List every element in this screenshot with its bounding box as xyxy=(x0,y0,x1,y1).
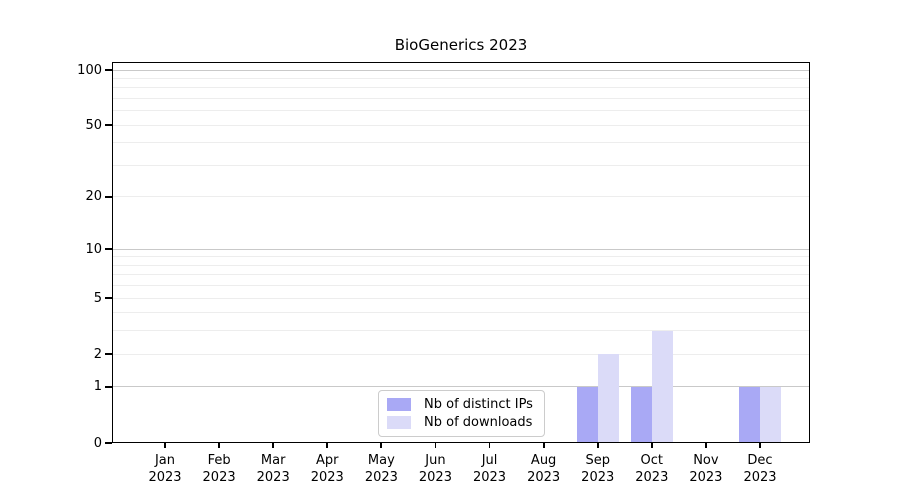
minor-gridline xyxy=(112,264,810,266)
bar-downloads xyxy=(651,330,673,443)
x-tick-label: May 2023 xyxy=(354,452,408,486)
x-tick-mark xyxy=(650,443,653,448)
x-tick-label: Jul 2023 xyxy=(463,452,517,486)
chart-title: BioGenerics 2023 xyxy=(394,36,528,54)
x-tick-mark xyxy=(596,443,599,448)
bar-downloads xyxy=(759,386,781,443)
x-tick-month: Jun xyxy=(425,453,446,468)
minor-gridline xyxy=(112,312,810,314)
x-tick-month: May xyxy=(367,453,395,468)
y-tick-mark xyxy=(105,442,112,444)
bar-distinct-ips xyxy=(576,386,598,443)
x-tick-label: Nov 2023 xyxy=(679,452,733,486)
y-tick-label: 100 xyxy=(77,62,102,78)
legend-swatch-downloads xyxy=(387,416,411,429)
y-tick-label: 10 xyxy=(85,241,102,257)
x-tick-mark xyxy=(218,443,220,448)
x-tick-month: Sep xyxy=(585,453,610,468)
y-tick-mark xyxy=(105,297,112,300)
minor-gridline xyxy=(112,142,810,144)
x-tick-year: 2023 xyxy=(148,470,182,485)
legend-item-distinct-ips: Nb of distinct IPs xyxy=(387,398,544,411)
x-tick-label: Dec 2023 xyxy=(733,452,787,486)
x-tick-mark xyxy=(542,443,545,448)
y-tick-mark xyxy=(105,248,112,251)
y-tick-label: 0 xyxy=(93,435,102,451)
x-tick-year: 2023 xyxy=(527,470,561,485)
x-tick-month: Jan xyxy=(154,453,176,468)
x-tick-month: Apr xyxy=(316,453,339,468)
x-tick-mark xyxy=(326,443,329,448)
y-tick-label: 50 xyxy=(85,117,102,133)
minor-gridline xyxy=(112,297,810,299)
minor-gridline xyxy=(112,285,810,287)
legend: Nb of distinct IPs Nb of downloads xyxy=(378,390,545,437)
x-tick-year: 2023 xyxy=(364,470,398,485)
major-gridline xyxy=(112,69,810,71)
legend-label-distinct-ips: Nb of distinct IPs xyxy=(424,397,533,412)
x-tick-year: 2023 xyxy=(202,470,236,485)
x-tick-mark xyxy=(705,443,707,448)
y-tick-label: 2 xyxy=(93,346,102,362)
x-tick-month: Dec xyxy=(747,453,773,468)
minor-gridline xyxy=(112,97,810,99)
x-tick-label: Oct 2023 xyxy=(625,452,679,486)
x-tick-label: Feb 2023 xyxy=(192,452,246,486)
x-tick-mark xyxy=(488,443,491,448)
legend-swatch-distinct-ips xyxy=(387,398,411,411)
minor-gridline xyxy=(112,353,810,355)
major-gridline xyxy=(112,248,810,250)
bar-distinct-ips xyxy=(630,386,652,443)
minor-gridline xyxy=(112,77,810,79)
minor-gridline xyxy=(112,87,810,89)
x-tick-month: Mar xyxy=(260,453,286,468)
x-tick-mark xyxy=(759,443,761,448)
y-tick-label: 5 xyxy=(93,290,102,306)
minor-gridline xyxy=(112,256,810,258)
x-tick-label: Jun 2023 xyxy=(408,452,462,486)
x-tick-year: 2023 xyxy=(472,470,507,485)
x-tick-year: 2023 xyxy=(310,470,344,485)
x-tick-mark xyxy=(164,443,166,448)
minor-gridline xyxy=(112,164,810,166)
x-tick-label: Aug 2023 xyxy=(517,452,571,486)
minor-gridline xyxy=(112,110,810,112)
x-tick-month: Feb xyxy=(207,453,231,468)
y-tick-label: 1 xyxy=(93,379,102,395)
x-tick-month: Nov xyxy=(693,453,719,468)
bar-downloads xyxy=(597,354,619,443)
x-tick-year: 2023 xyxy=(689,470,723,485)
x-tick-label: Apr 2023 xyxy=(300,452,354,486)
minor-gridline xyxy=(112,330,810,332)
y-tick-label: 20 xyxy=(85,189,102,205)
x-tick-label: Jan 2023 xyxy=(138,452,192,486)
minor-gridline xyxy=(112,124,810,126)
x-tick-year: 2023 xyxy=(635,470,669,485)
y-tick-mark xyxy=(105,124,112,127)
x-tick-label: Sep 2023 xyxy=(571,452,625,486)
x-tick-year: 2023 xyxy=(581,470,615,485)
y-tick-mark xyxy=(105,353,112,356)
bar-distinct-ips xyxy=(738,386,760,443)
minor-gridline xyxy=(112,274,810,276)
x-tick-month: Aug xyxy=(530,453,557,468)
x-tick-year: 2023 xyxy=(418,470,452,485)
x-tick-year: 2023 xyxy=(256,470,290,485)
plot-area: Nb of distinct IPs Nb of downloads 0 1 2 5 1… xyxy=(77,62,810,485)
legend-item-downloads: Nb of downloads xyxy=(387,416,544,429)
y-tick-mark xyxy=(105,196,112,198)
x-tick-mark xyxy=(434,443,437,448)
y-tick-mark xyxy=(105,69,112,71)
x-tick-mark xyxy=(272,443,275,448)
legend-label-downloads: Nb of downloads xyxy=(424,415,533,430)
major-gridline xyxy=(112,386,810,388)
x-tick-mark xyxy=(380,443,383,448)
x-tick-label: Mar 2023 xyxy=(246,452,300,486)
y-tick-mark xyxy=(105,386,112,388)
x-tick-year: 2023 xyxy=(743,470,777,485)
x-tick-month: Oct xyxy=(640,453,664,468)
minor-gridline xyxy=(112,196,810,198)
x-tick-month: Jul xyxy=(481,453,498,468)
